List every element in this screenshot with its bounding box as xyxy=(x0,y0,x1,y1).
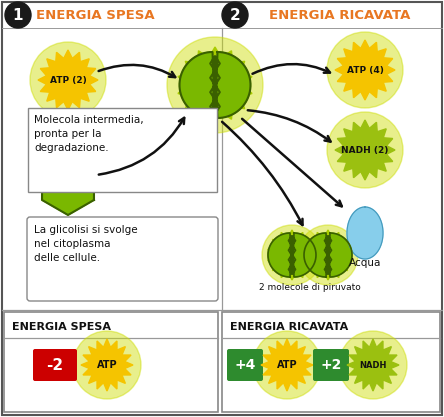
Text: ATP: ATP xyxy=(97,360,117,370)
Text: NADH: NADH xyxy=(359,361,387,369)
Text: ATP (2): ATP (2) xyxy=(50,75,87,85)
Circle shape xyxy=(5,2,31,28)
Text: Molecola intermedia,
pronta per la
degradazione.: Molecola intermedia, pronta per la degra… xyxy=(34,115,143,153)
Polygon shape xyxy=(178,47,252,123)
Text: Acqua: Acqua xyxy=(349,258,381,268)
FancyBboxPatch shape xyxy=(227,349,263,381)
Polygon shape xyxy=(42,155,94,215)
Text: +2: +2 xyxy=(320,358,342,372)
Text: 1: 1 xyxy=(13,8,23,23)
Text: ENERGIA RICAVATA: ENERGIA RICAVATA xyxy=(270,8,411,22)
Polygon shape xyxy=(347,207,383,259)
FancyBboxPatch shape xyxy=(313,349,349,381)
Text: ENERGIA RICAVATA: ENERGIA RICAVATA xyxy=(230,322,348,332)
Circle shape xyxy=(253,331,321,399)
Text: 2 molecole di piruvato: 2 molecole di piruvato xyxy=(259,284,361,292)
FancyBboxPatch shape xyxy=(28,108,217,192)
Circle shape xyxy=(73,331,141,399)
Text: 2: 2 xyxy=(230,8,240,23)
Circle shape xyxy=(327,112,403,188)
FancyBboxPatch shape xyxy=(222,312,440,412)
Text: Glucosio: Glucosio xyxy=(46,224,91,234)
Text: ATP (4): ATP (4) xyxy=(347,65,384,75)
Circle shape xyxy=(222,2,248,28)
Text: La glicolisi si svolge
nel citoplasma
delle cellule.: La glicolisi si svolge nel citoplasma de… xyxy=(34,225,138,263)
Text: ENERGIA SPESA: ENERGIA SPESA xyxy=(36,8,155,22)
Circle shape xyxy=(30,42,106,118)
Polygon shape xyxy=(304,233,328,277)
Polygon shape xyxy=(268,233,292,277)
Text: ATP: ATP xyxy=(277,360,297,370)
Text: NADH (2): NADH (2) xyxy=(341,146,388,155)
Circle shape xyxy=(167,37,263,133)
Polygon shape xyxy=(335,40,395,100)
FancyBboxPatch shape xyxy=(27,217,218,301)
Polygon shape xyxy=(347,339,399,391)
Text: -2: -2 xyxy=(47,357,63,372)
Circle shape xyxy=(327,32,403,108)
Text: ENERGIA SPESA: ENERGIA SPESA xyxy=(12,322,111,332)
Polygon shape xyxy=(38,50,98,110)
Text: +4: +4 xyxy=(234,358,256,372)
Polygon shape xyxy=(293,233,316,277)
Polygon shape xyxy=(329,233,352,277)
Circle shape xyxy=(262,225,322,285)
Circle shape xyxy=(339,331,407,399)
Polygon shape xyxy=(81,339,133,391)
Polygon shape xyxy=(268,230,317,280)
Polygon shape xyxy=(261,339,313,391)
Polygon shape xyxy=(304,230,353,280)
Polygon shape xyxy=(335,120,395,180)
Polygon shape xyxy=(179,52,215,118)
Polygon shape xyxy=(215,52,250,118)
FancyBboxPatch shape xyxy=(4,312,218,412)
Circle shape xyxy=(298,225,358,285)
FancyBboxPatch shape xyxy=(33,349,77,381)
